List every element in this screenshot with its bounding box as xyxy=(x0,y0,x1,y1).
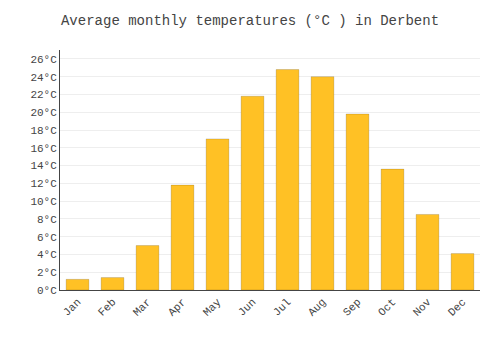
svg-text:Oct: Oct xyxy=(376,296,398,318)
svg-text:Aug: Aug xyxy=(306,296,328,318)
svg-text:26°C: 26°C xyxy=(30,54,57,66)
svg-text:Jul: Jul xyxy=(271,296,293,318)
svg-text:14°C: 14°C xyxy=(30,160,57,172)
svg-text:12°C: 12°C xyxy=(30,178,57,190)
svg-text:2°C: 2°C xyxy=(37,267,57,279)
svg-text:4°C: 4°C xyxy=(37,249,57,261)
svg-text:Mar: Mar xyxy=(131,296,153,318)
svg-text:Apr: Apr xyxy=(166,296,188,318)
svg-text:Jun: Jun xyxy=(236,296,258,318)
svg-text:May: May xyxy=(201,296,224,319)
svg-text:16°C: 16°C xyxy=(30,143,57,155)
svg-text:Feb: Feb xyxy=(96,296,118,318)
svg-text:20°C: 20°C xyxy=(30,107,57,119)
svg-text:Nov: Nov xyxy=(411,296,434,319)
svg-text:0°C: 0°C xyxy=(37,285,57,297)
svg-text:6°C: 6°C xyxy=(37,232,57,244)
svg-text:8°C: 8°C xyxy=(37,214,57,226)
svg-text:Jan: Jan xyxy=(61,296,83,318)
svg-text:24°C: 24°C xyxy=(30,72,57,84)
svg-text:22°C: 22°C xyxy=(30,89,57,101)
svg-text:Average monthly temperatures (: Average monthly temperatures (°C ) in De… xyxy=(61,13,439,29)
svg-text:Dec: Dec xyxy=(446,296,468,318)
svg-text:10°C: 10°C xyxy=(30,196,57,208)
svg-text:Sep: Sep xyxy=(341,296,363,318)
svg-text:18°C: 18°C xyxy=(30,125,57,137)
